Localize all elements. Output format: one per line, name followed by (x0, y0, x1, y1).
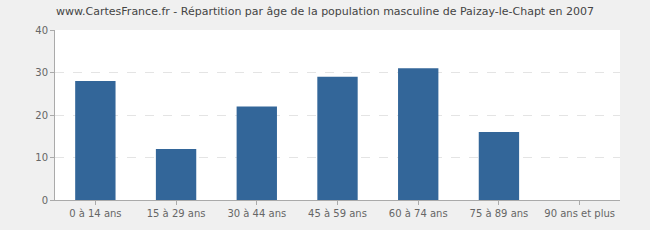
svg-text:60 à 74 ans: 60 à 74 ans (389, 208, 448, 219)
svg-text:15 à 29 ans: 15 à 29 ans (147, 208, 206, 219)
svg-text:30 à 44 ans: 30 à 44 ans (227, 208, 286, 219)
svg-text:90 ans et plus: 90 ans et plus (544, 208, 615, 219)
svg-text:40: 40 (35, 25, 48, 36)
svg-text:0 à 14 ans: 0 à 14 ans (69, 208, 121, 219)
svg-text:www.CartesFrance.fr - Répartit: www.CartesFrance.fr - Répartition par âg… (56, 5, 594, 18)
svg-text:75 à 89 ans: 75 à 89 ans (470, 208, 529, 219)
svg-text:0: 0 (42, 195, 48, 206)
svg-text:10: 10 (35, 152, 48, 163)
svg-text:20: 20 (35, 110, 48, 121)
svg-text:30: 30 (35, 67, 48, 78)
svg-text:45 à 59 ans: 45 à 59 ans (308, 208, 367, 219)
